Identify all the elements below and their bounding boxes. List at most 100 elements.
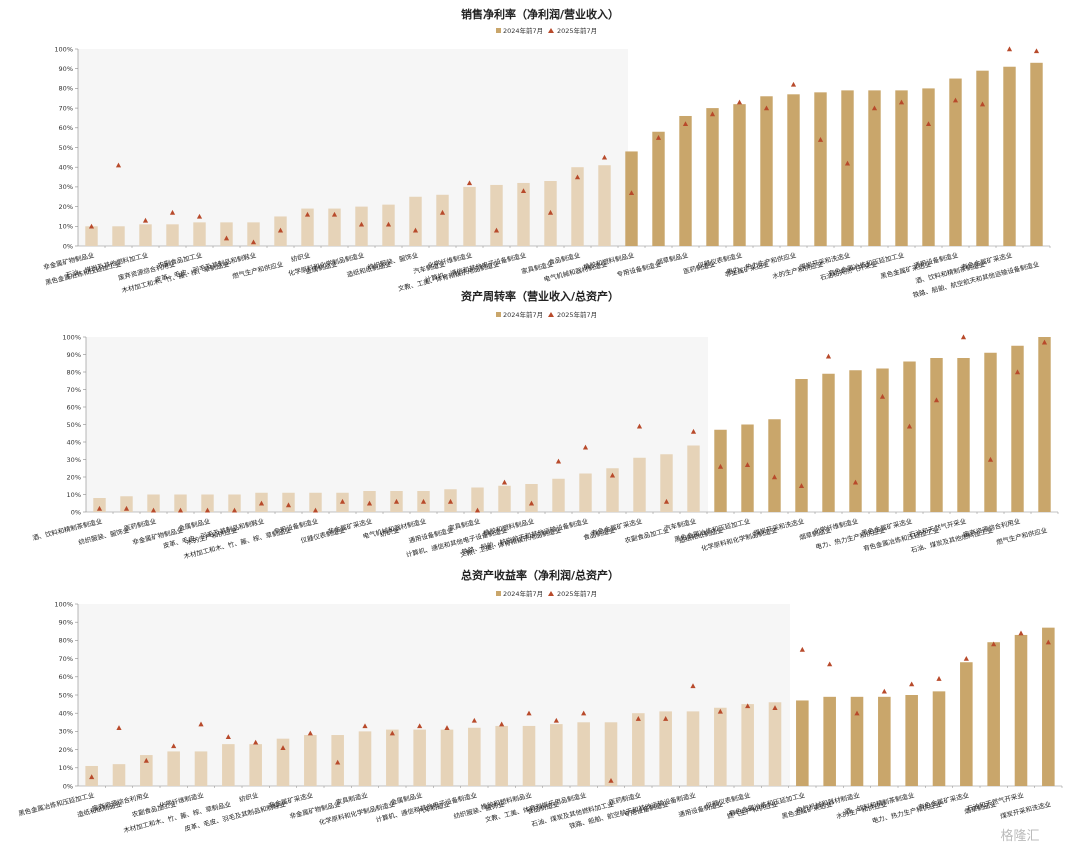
x-category-label: 食品制造业 xyxy=(547,250,581,267)
x-category-label: 化学纤维制造业 xyxy=(813,516,860,536)
marker-2025 xyxy=(635,716,641,721)
bar-2024 xyxy=(659,711,672,786)
chart-2: 资产周转率（营业收入/总资产） 2024年前7月 2025年前7月 0% 10% 20% 3… xyxy=(31,289,1059,561)
bar-2024 xyxy=(220,222,233,246)
bar-2024 xyxy=(517,182,530,246)
bar-2024 xyxy=(903,361,916,512)
bar-2024 xyxy=(922,88,935,247)
marker-2025 xyxy=(898,99,905,105)
bar-2024 xyxy=(436,194,449,246)
bar-2024 xyxy=(1003,66,1016,246)
marker-2025 xyxy=(852,479,859,485)
marker-2025 xyxy=(223,235,230,241)
bar-2024 xyxy=(606,468,619,512)
x-category-label: 医药制造业 xyxy=(608,790,642,807)
marker-2025 xyxy=(547,209,554,215)
marker-2025 xyxy=(412,227,419,233)
y-tick-label: 0% xyxy=(71,508,81,516)
y-tick-label: 100% xyxy=(54,45,73,53)
marker-2025 xyxy=(520,188,527,194)
marker-2025 xyxy=(528,500,535,506)
x-category-label: 医药制造业 xyxy=(123,516,157,533)
marker-2025 xyxy=(169,209,176,215)
bar-2024 xyxy=(795,379,808,512)
bar-2024 xyxy=(984,352,997,512)
bar-2024 xyxy=(577,722,590,786)
chart-highlight-area xyxy=(78,49,628,246)
bar-2024 xyxy=(987,642,1000,786)
bar-2024 xyxy=(714,429,727,512)
marker-2025 xyxy=(879,393,886,399)
marker-2025 xyxy=(142,217,149,223)
marker-2025 xyxy=(88,223,95,229)
legend-swatch-marker xyxy=(548,28,554,33)
x-category-label: 纺织业 xyxy=(290,250,312,264)
marker-2025 xyxy=(717,463,724,469)
marker-2025 xyxy=(963,656,969,661)
y-tick-label: 50% xyxy=(67,421,81,429)
marker-2025 xyxy=(366,500,373,506)
marker-2025 xyxy=(417,723,423,729)
bar-2024 xyxy=(174,494,187,512)
y-tick-label: 80% xyxy=(59,637,73,645)
bar-2024 xyxy=(850,696,864,786)
y-tick-label: 90% xyxy=(67,351,81,359)
x-category-label: 通用设备制造业 xyxy=(913,250,960,270)
bar-2024 xyxy=(247,222,260,246)
marker-2025 xyxy=(817,137,824,142)
marker-2025 xyxy=(143,757,149,763)
marker-2025 xyxy=(231,507,238,513)
marker-2025 xyxy=(335,759,341,765)
marker-2025 xyxy=(690,683,696,689)
bar-2024 xyxy=(120,496,133,512)
marker-2025 xyxy=(1033,48,1040,54)
legend-swatch-bar xyxy=(496,591,501,596)
y-tick-label: 80% xyxy=(67,368,81,376)
marker-2025 xyxy=(772,705,778,710)
marker-2025 xyxy=(204,507,211,513)
marker-2025 xyxy=(790,81,797,87)
legend-swatch-bar xyxy=(496,28,501,33)
x-category-label: 纺织服装、服饰业 xyxy=(366,250,419,271)
y-tick-label: 50% xyxy=(59,144,73,152)
marker-2025 xyxy=(1018,630,1024,636)
chart-legend: 2024年前7月 2025年前7月 xyxy=(496,310,597,319)
chart-legend: 2024年前7月 2025年前7月 xyxy=(496,589,597,598)
marker-2025 xyxy=(198,721,204,727)
marker-2025 xyxy=(960,334,967,340)
marker-2025 xyxy=(799,646,805,652)
marker-2025 xyxy=(89,774,95,780)
legend-label-2024: 2024年前7月 xyxy=(503,589,543,598)
bar-2024 xyxy=(440,729,454,786)
x-category-label: 家具制造业 xyxy=(447,516,481,533)
bar-2024 xyxy=(193,222,206,246)
bar-2024 xyxy=(468,727,481,786)
marker-2025 xyxy=(499,721,505,727)
x-category-label: 家具制造业 xyxy=(335,790,369,807)
legend-label-2024: 2024年前7月 xyxy=(503,26,543,35)
marker-2025 xyxy=(881,688,887,694)
y-tick-label: 100% xyxy=(62,333,81,341)
marker-2025 xyxy=(771,474,778,480)
bar-2024 xyxy=(598,165,611,246)
marker-2025 xyxy=(277,227,284,233)
bar-2024 xyxy=(868,90,881,247)
marker-2025 xyxy=(827,661,833,667)
marker-2025 xyxy=(736,99,743,105)
bar-2024 xyxy=(463,186,476,246)
bar-2024 xyxy=(957,358,970,512)
y-tick-label: 0% xyxy=(63,242,73,250)
marker-2025 xyxy=(952,97,959,103)
marker-2025 xyxy=(601,154,608,160)
chart-3: 总资产收益率（净利润/总资产） 2024年前7月 2025年前7月 0% 10% 20% 3… xyxy=(17,568,1063,835)
y-tick-label: 50% xyxy=(59,691,73,699)
y-tick-label: 70% xyxy=(59,655,73,663)
bar-2024 xyxy=(490,184,503,246)
legend-label-2025: 2025年前7月 xyxy=(557,589,597,598)
marker-2025 xyxy=(655,135,662,140)
bar-2024 xyxy=(687,445,700,512)
marker-2025 xyxy=(906,423,913,429)
bar-2024 xyxy=(386,729,399,786)
x-category-label: 烟草制品业 xyxy=(655,250,689,267)
